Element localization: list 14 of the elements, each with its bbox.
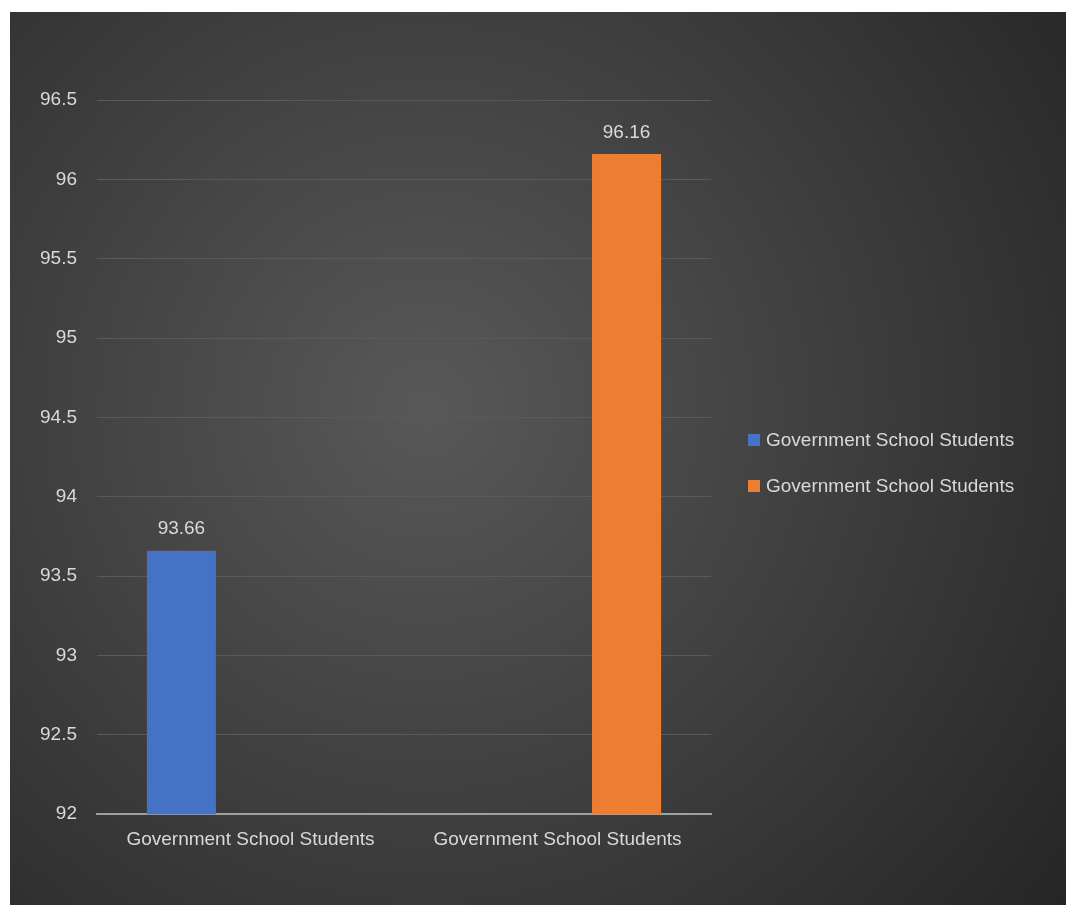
y-tick-label: 93 xyxy=(55,643,77,665)
y-tick-label: 92 xyxy=(55,802,77,824)
y-tick-label: 92.5 xyxy=(40,723,77,745)
data-label: 96.16 xyxy=(602,120,651,142)
legend-label: Government School Students xyxy=(766,475,1015,497)
y-tick-label: 96 xyxy=(55,167,77,189)
y-tick-label: 95.5 xyxy=(40,246,77,268)
y-tick-label: 95 xyxy=(55,326,77,348)
data-label: 93.66 xyxy=(157,517,206,539)
legend-label: Government School Students xyxy=(766,429,1015,451)
y-tick-label: 93.5 xyxy=(40,564,77,586)
y-tick-label: 94 xyxy=(55,485,78,507)
y-tick-label: 96.5 xyxy=(40,88,77,110)
y-tick-label: 94.5 xyxy=(40,405,77,427)
